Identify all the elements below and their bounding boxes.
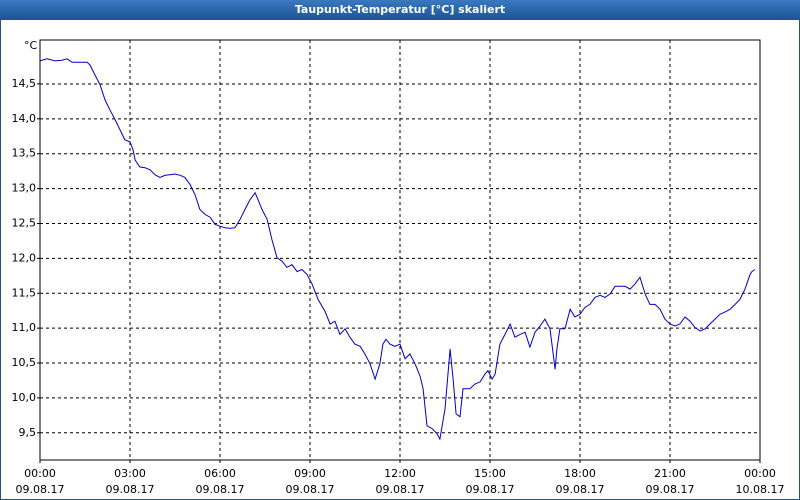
- x-tick-date: 09.08.17: [646, 483, 695, 496]
- x-tick-date: 10.08.17: [736, 483, 785, 496]
- y-tick-label: 14,0: [12, 112, 37, 125]
- x-tick-label: 00:00: [744, 467, 776, 480]
- y-unit: °C: [24, 39, 38, 52]
- title-bar: [0, 0, 800, 20]
- y-tick-label: 12,5: [12, 216, 37, 229]
- plot: [39, 58, 756, 441]
- x-tick-label: 18:00: [564, 467, 596, 480]
- y-tick-label: 14,5: [12, 77, 37, 90]
- y-tick-label: 9,5: [19, 426, 37, 439]
- y-tick-label: 11,5: [12, 286, 37, 299]
- x-tick-label: 00:00: [24, 467, 56, 480]
- y-tick-label: 13,0: [12, 182, 37, 195]
- chart-title: Taupunkt-Temperatur [°C] skaliert: [295, 3, 505, 16]
- y-tick-label: 10,0: [12, 391, 37, 404]
- plot-frame: [39, 39, 761, 461]
- x-tick-label: 21:00: [654, 467, 686, 480]
- y-tick-label: 11,0: [12, 321, 37, 334]
- x-tick-date: 09.08.17: [286, 483, 335, 496]
- y-tick-label: 12,0: [12, 251, 37, 264]
- x-tick-date: 09.08.17: [376, 483, 425, 496]
- x-tick-date: 09.08.17: [196, 483, 245, 496]
- x-tick-label: 15:00: [474, 467, 506, 480]
- x-tick-label: 12:00: [384, 467, 416, 480]
- x-tick-label: 03:00: [114, 467, 146, 480]
- grid: [37, 40, 761, 463]
- y-tick-label: 10,5: [12, 356, 37, 369]
- x-tick-label: 09:00: [294, 467, 326, 480]
- x-tick-date: 09.08.17: [556, 483, 605, 496]
- x-tick-date: 09.08.17: [466, 483, 515, 496]
- data-line: [39, 58, 756, 441]
- x-tick-date: 09.08.17: [16, 483, 65, 496]
- x-tick-date: 09.08.17: [106, 483, 155, 496]
- x-tick-label: 06:00: [204, 467, 236, 480]
- y-tick-label: 13,5: [12, 147, 37, 160]
